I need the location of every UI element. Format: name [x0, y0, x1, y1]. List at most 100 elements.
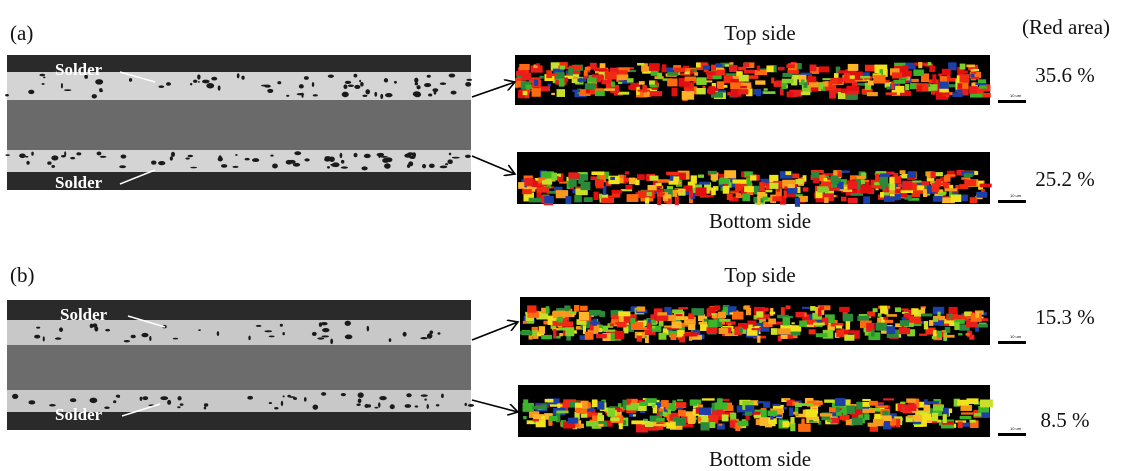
grain [918, 62, 922, 68]
grain [669, 181, 678, 185]
grain [595, 88, 604, 90]
grain [753, 89, 761, 95]
grain [843, 407, 847, 415]
grain [841, 197, 847, 202]
pore [374, 92, 377, 97]
grain [801, 80, 804, 84]
pore [385, 93, 392, 97]
pore [447, 159, 453, 164]
grain [601, 198, 614, 203]
grain [908, 172, 916, 178]
side-label: Top side [724, 21, 795, 45]
grain [830, 79, 838, 85]
scale-bar [998, 341, 1026, 344]
grain [589, 310, 601, 315]
pore [322, 328, 329, 332]
grain [856, 402, 862, 410]
pore [43, 336, 45, 341]
grain [557, 403, 560, 408]
pore [245, 158, 250, 161]
red-area-value: 35.6 % [1035, 63, 1095, 87]
grain [618, 403, 622, 407]
grain [922, 181, 929, 185]
grain [647, 323, 652, 330]
grain [969, 86, 977, 94]
grain [898, 184, 902, 187]
grain [546, 306, 550, 313]
pore [297, 93, 305, 95]
grain [848, 64, 859, 71]
grain [542, 180, 552, 184]
grain [573, 77, 578, 79]
grain [979, 85, 987, 88]
pore [142, 396, 148, 400]
grain [782, 79, 794, 84]
grain [806, 325, 814, 327]
grain [677, 399, 683, 401]
pore [269, 402, 272, 404]
grain [719, 424, 723, 426]
grain [590, 63, 597, 70]
grain [618, 92, 629, 95]
grain [771, 328, 778, 335]
pore [424, 399, 426, 401]
arrow [472, 82, 515, 97]
grain [569, 178, 577, 187]
grain [708, 86, 715, 94]
grain [902, 181, 912, 190]
grain [541, 335, 552, 339]
grain [744, 70, 755, 74]
pore [293, 163, 300, 167]
pore [269, 335, 275, 337]
pore [282, 332, 284, 335]
grain [933, 405, 944, 412]
pore [113, 400, 116, 403]
grain [662, 64, 666, 72]
pore [170, 156, 173, 160]
pore [354, 74, 358, 78]
grain [649, 63, 660, 71]
grain [647, 192, 652, 196]
grain [548, 84, 551, 87]
pore [364, 404, 369, 408]
grain [670, 333, 676, 340]
pore [413, 91, 421, 96]
grain [785, 305, 790, 309]
grain [854, 330, 860, 338]
pore [390, 404, 395, 409]
grain [900, 170, 906, 174]
grain [811, 87, 819, 91]
grain [650, 85, 657, 88]
grain [532, 330, 537, 336]
grain [629, 178, 636, 185]
grain [789, 407, 793, 416]
grain [836, 407, 840, 412]
pore [414, 78, 418, 83]
pore [31, 152, 34, 156]
pore [417, 85, 421, 89]
grain [672, 321, 682, 328]
grain [585, 83, 596, 89]
grain [921, 308, 925, 314]
grain [756, 311, 763, 317]
pore [405, 404, 412, 408]
grain [672, 88, 678, 97]
grain [584, 70, 588, 75]
grain [592, 399, 598, 407]
grain [696, 88, 705, 94]
grain [648, 185, 657, 190]
grain [678, 410, 686, 416]
grain [946, 174, 956, 176]
pore [119, 165, 126, 168]
pore [99, 88, 102, 91]
pore [380, 94, 383, 99]
arrow [472, 322, 518, 340]
grain [715, 402, 728, 409]
grain [890, 184, 896, 191]
grain [665, 423, 675, 426]
pore [26, 161, 29, 165]
grain [923, 189, 927, 197]
grain [667, 78, 677, 86]
grain [846, 321, 850, 329]
pore [321, 392, 326, 396]
